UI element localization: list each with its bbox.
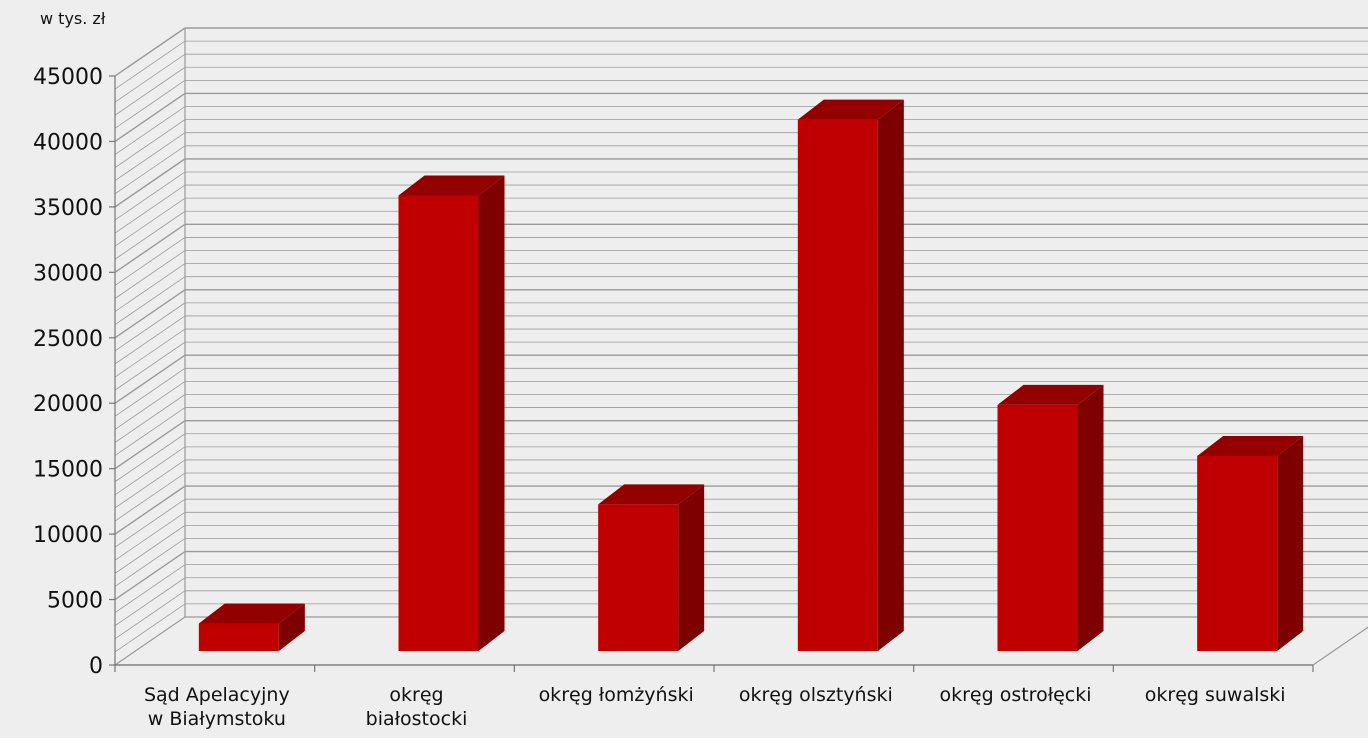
side-gridline [114,106,186,155]
bar-top [398,175,505,196]
side-gridline [114,315,186,365]
bar-side [478,175,505,652]
side-gridline [114,590,186,640]
x-tick-label: okręg ostrołęcki [939,684,1091,706]
side-gridline [114,210,186,260]
bar-side [278,603,305,651]
side-gridline [114,498,186,548]
y-tick-label: 40000 [33,130,103,155]
y-tick-label: 15000 [33,458,103,483]
side-gridline [114,525,186,574]
bar-top [598,484,705,505]
side-gridline [114,354,186,404]
side-gridline [114,394,186,443]
bar-front [198,623,279,651]
side-gridline [114,472,186,522]
y-tick-label: 20000 [33,392,103,417]
y-tick-label: 5000 [47,589,103,614]
side-gridline [114,485,186,535]
side-gridline [114,328,186,378]
side-gridline [114,197,186,247]
bar-front [398,195,479,652]
side-gridline [114,223,186,273]
bar-front [997,404,1078,651]
side-gridline [114,577,186,627]
side-gridline [114,511,186,561]
bar-side [678,484,705,651]
bar-side [877,99,904,651]
y-tick-label: 0 [89,654,103,679]
y-tick-label: 25000 [33,327,103,352]
side-gridline [114,237,186,286]
side-gridline [114,459,186,509]
y-tick-label: 30000 [33,261,103,286]
y-tick-label: 45000 [33,65,103,90]
bar [1197,435,1304,651]
bar-front [598,504,679,651]
side-gridline [114,276,186,326]
side-gridline [114,27,186,77]
bar [997,384,1104,651]
side-gridline [114,603,186,653]
bar-top [198,603,305,624]
side-gridline [114,289,186,339]
side-gridline [114,80,186,129]
side-gridline [114,171,186,221]
bar [598,484,705,651]
x-tick-label: okręg łomżyński [539,684,694,706]
bar [198,603,305,651]
unit-label: w tys. zł [40,9,106,28]
side-gridline [114,420,186,470]
side-gridline [114,145,186,195]
side-gridline [114,40,186,90]
chart-grid [113,27,1368,666]
side-gridline [114,250,186,299]
side-gridline [114,446,186,496]
side-gridline [114,92,186,143]
chart-axes: 0 5000 10000 15000 20000 25000 30000 35000 40000… [33,65,1314,730]
bar-top [997,384,1104,405]
y-tick-label: 35000 [33,196,103,221]
side-gridline [114,407,186,456]
side-gridline [114,564,186,613]
bar [797,99,904,651]
chart-bars [198,99,1304,652]
side-gridline [114,184,186,234]
x-tick-label: okręg olsztyński [739,684,893,706]
x-tick-label: okręg białostocki [366,684,468,730]
side-gridline [114,53,186,103]
x-tick-label: Sąd Apelacyjny w Białymstoku [144,684,290,730]
side-gridline [114,119,186,168]
bar-front [797,119,878,651]
side-gridline [114,263,186,312]
bar-front [1197,455,1278,651]
side-gridline [114,367,186,417]
side-gridline [114,341,186,391]
bar-side [1077,384,1104,651]
side-gridline [114,550,186,601]
bar [398,175,505,652]
side-gridline [114,381,186,430]
side-gridline [114,302,186,352]
side-gridline [114,433,186,483]
x-tick-label: okręg suwalski [1145,684,1286,706]
side-gridline [114,538,186,587]
bar-side [1277,435,1304,651]
bar-top [1197,435,1304,456]
side-gridline [114,158,186,208]
side-gridline [114,66,186,116]
y-tick-label: 10000 [33,523,103,548]
side-gridline [114,132,186,182]
bar-top [797,99,904,120]
